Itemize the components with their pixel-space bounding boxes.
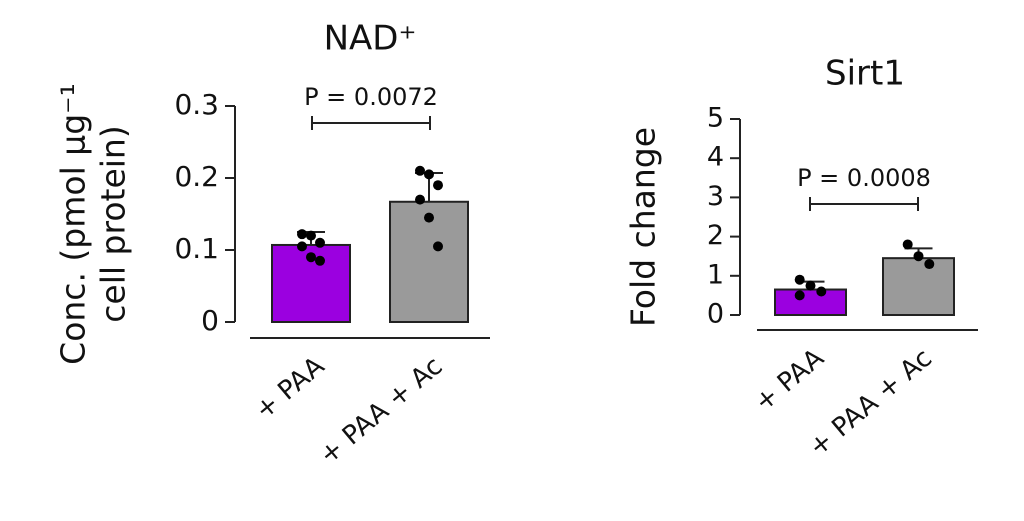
- data-point: [315, 237, 325, 248]
- data-point: [433, 241, 443, 252]
- y-tick-label: 0: [201, 304, 219, 337]
- y-tick-label: 5: [707, 103, 724, 134]
- data-point: [315, 255, 325, 266]
- significance-bracket: [311, 116, 431, 130]
- data-point: [924, 259, 935, 270]
- p-value: P = 0.0008: [797, 164, 931, 192]
- data-point: [297, 229, 307, 240]
- data-point: [424, 212, 434, 223]
- y-tick-label: 0.1: [174, 232, 219, 265]
- x-tick-label: + PAA: [749, 343, 830, 418]
- y-tick-label: 3: [707, 181, 724, 212]
- data-point: [433, 180, 443, 191]
- bar: [882, 257, 955, 317]
- data-point: [913, 251, 924, 262]
- bar: [774, 288, 847, 316]
- x-tick-label: + PAA: [249, 351, 330, 426]
- data-point: [794, 274, 805, 285]
- y-tick-label: 1: [707, 259, 724, 290]
- y-axis-label: Fold change: [624, 127, 663, 327]
- y-tick-label: 4: [707, 142, 724, 173]
- data-point: [306, 252, 316, 263]
- data-point: [415, 194, 425, 205]
- y-tick-label: 0.3: [174, 88, 219, 121]
- chart-title: Sirt1: [825, 54, 905, 94]
- data-point: [415, 165, 425, 176]
- p-value: P = 0.0072: [304, 83, 438, 111]
- data-point: [424, 169, 434, 180]
- data-point: [805, 280, 816, 291]
- data-point: [306, 230, 316, 241]
- significance-bracket: [809, 197, 919, 211]
- y-tick-label: 2: [707, 220, 724, 251]
- chart-title: NAD⁺: [324, 19, 417, 59]
- data-point: [794, 290, 805, 301]
- y-axis-label: cell protein): [94, 125, 133, 322]
- x-tick-label: + PAA + Ac: [314, 351, 448, 471]
- y-tick-label: 0: [707, 299, 724, 330]
- data-point: [816, 286, 827, 297]
- y-axis-label: Conc. (pmol μg⁻¹: [54, 83, 93, 365]
- data-point: [297, 241, 307, 252]
- data-point: [902, 239, 913, 250]
- y-tick-label: 0.2: [174, 160, 219, 193]
